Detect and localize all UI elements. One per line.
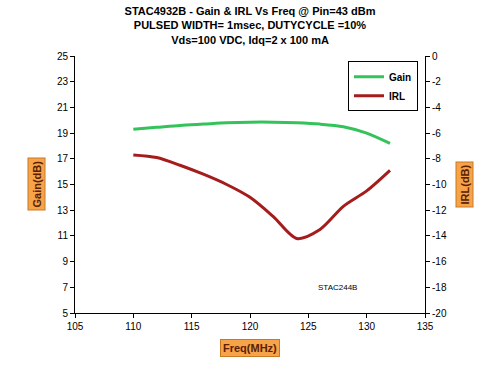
svg-text:13: 13 <box>57 205 69 216</box>
svg-text:11: 11 <box>58 230 69 241</box>
svg-text:-16: -16 <box>432 256 447 267</box>
svg-text:15: 15 <box>57 179 69 190</box>
svg-text:-12: -12 <box>432 205 447 216</box>
svg-text:115: 115 <box>184 321 200 332</box>
svg-text:7: 7 <box>62 282 68 293</box>
svg-text:21: 21 <box>57 102 69 113</box>
svg-text:23: 23 <box>57 76 69 87</box>
svg-text:Freq(MHz): Freq(MHz) <box>223 342 277 354</box>
svg-text:9: 9 <box>62 256 68 267</box>
svg-text:Gain(dB): Gain(dB) <box>31 161 43 208</box>
svg-text:25: 25 <box>57 51 69 62</box>
svg-text:17: 17 <box>57 153 69 164</box>
svg-text:-6: -6 <box>432 128 441 139</box>
svg-text:5: 5 <box>62 308 68 319</box>
svg-text:-8: -8 <box>432 153 441 164</box>
svg-text:125: 125 <box>300 321 317 332</box>
svg-text:-14: -14 <box>432 230 447 241</box>
svg-text:-2: -2 <box>432 76 441 87</box>
svg-text:135: 135 <box>417 321 434 332</box>
svg-text:110: 110 <box>125 321 141 332</box>
svg-text:-4: -4 <box>432 102 441 113</box>
svg-text:120: 120 <box>242 321 259 332</box>
svg-text:-18: -18 <box>432 282 447 293</box>
svg-text:0: 0 <box>432 51 438 62</box>
svg-text:105: 105 <box>67 321 84 332</box>
svg-text:Gain: Gain <box>389 72 411 83</box>
svg-text:STAC4932B - Gain & IRL Vs Freq: STAC4932B - Gain & IRL Vs Freq @ Pin=43 … <box>125 5 376 46</box>
svg-text:130: 130 <box>358 321 375 332</box>
svg-text:IRL: IRL <box>389 91 405 102</box>
svg-text:IRL(dB): IRL(dB) <box>459 164 471 204</box>
svg-text:19: 19 <box>57 128 69 139</box>
svg-text:-20: -20 <box>432 308 447 319</box>
svg-text:STAC244B: STAC244B <box>318 283 357 292</box>
svg-text:-10: -10 <box>432 179 447 190</box>
